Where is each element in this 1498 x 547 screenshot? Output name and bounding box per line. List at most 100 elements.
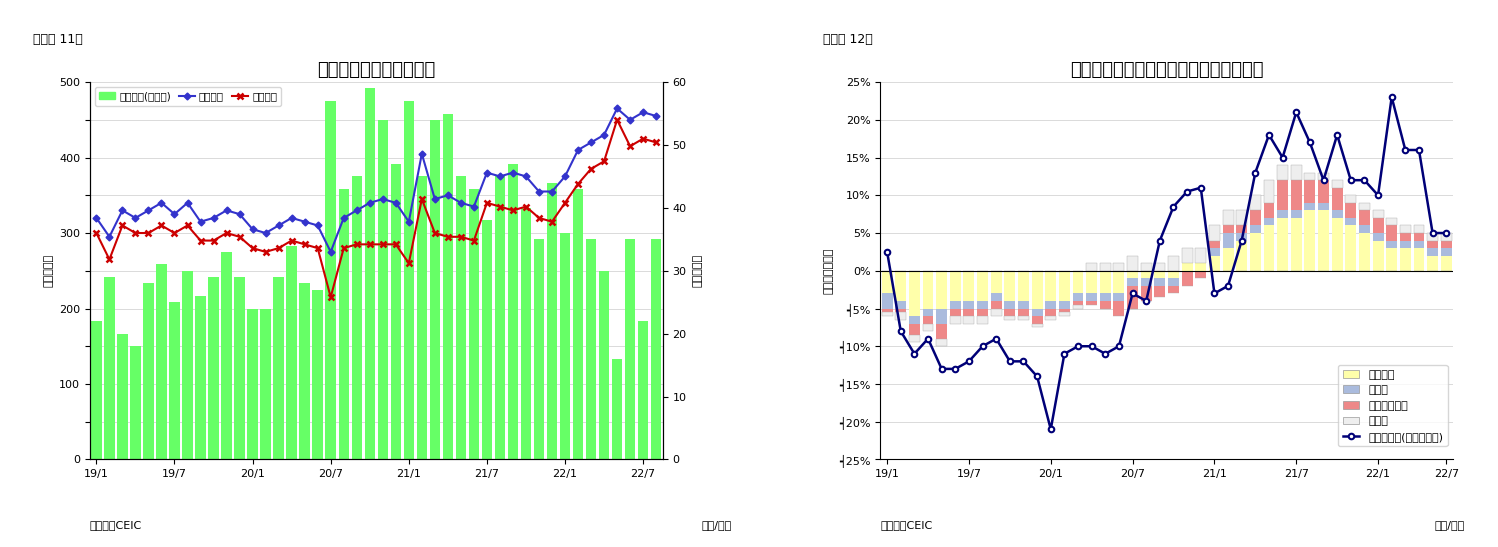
Bar	[1222, 211, 1233, 225]
Bar	[247, 309, 258, 459]
Bar	[377, 120, 388, 459]
Bar	[1195, 248, 1206, 263]
Legend: 電子製品, 医薬品, 石油化学製品, その他, 非石油輸出(再輸出除く): 電子製品, 医薬品, 石油化学製品, その他, 非石油輸出(再輸出除く)	[1338, 365, 1447, 446]
Text: （図表 12）: （図表 12）	[822, 33, 873, 46]
Bar	[882, 271, 893, 293]
Bar	[1168, 255, 1179, 271]
Bar	[882, 293, 893, 309]
Bar	[234, 277, 244, 459]
Bar	[1441, 241, 1452, 248]
Bar	[1032, 309, 1043, 316]
Bar	[963, 309, 974, 316]
Bar	[990, 293, 1002, 301]
Bar	[1414, 225, 1425, 233]
Bar	[1141, 278, 1152, 286]
Bar	[1291, 180, 1302, 211]
Bar	[1332, 211, 1342, 218]
Bar	[909, 316, 920, 324]
Bar	[1399, 241, 1411, 248]
Bar	[896, 309, 906, 312]
Bar	[364, 89, 374, 459]
Bar	[286, 246, 297, 459]
Bar	[1441, 255, 1452, 271]
Bar	[469, 189, 479, 459]
Bar	[1428, 255, 1438, 271]
Bar	[1182, 248, 1192, 263]
Bar	[1209, 241, 1219, 248]
Bar	[1332, 188, 1342, 211]
Bar	[1059, 271, 1070, 301]
Bar	[1032, 316, 1043, 324]
Bar	[391, 164, 401, 459]
Bar	[936, 309, 947, 324]
Bar	[1222, 248, 1233, 271]
Bar	[1004, 309, 1016, 316]
Bar	[1345, 203, 1356, 218]
Bar	[1236, 241, 1248, 271]
Bar	[977, 301, 989, 309]
Bar	[547, 183, 557, 459]
Bar	[1386, 248, 1398, 271]
Bar	[274, 277, 283, 459]
Bar	[1209, 248, 1219, 255]
Bar	[1249, 225, 1261, 233]
Bar	[1263, 180, 1275, 203]
Bar	[1414, 248, 1425, 271]
Text: （年/月）: （年/月）	[1434, 520, 1465, 530]
Bar	[1263, 203, 1275, 218]
Bar	[950, 301, 960, 309]
Bar	[1318, 180, 1329, 203]
Bar	[652, 240, 661, 459]
Bar	[950, 316, 960, 324]
Bar	[936, 339, 947, 346]
Title: シンガポール　貿易収支: シンガポール 貿易収支	[318, 61, 436, 79]
Bar	[909, 335, 920, 342]
Bar	[1073, 305, 1083, 309]
Bar	[560, 233, 571, 459]
Bar	[1372, 218, 1384, 233]
Bar	[1249, 233, 1261, 271]
Bar	[1059, 301, 1070, 309]
Bar	[521, 208, 532, 459]
Bar	[1222, 225, 1233, 233]
Bar	[1359, 225, 1369, 233]
Bar	[1100, 263, 1110, 271]
Bar	[1359, 233, 1369, 271]
Bar	[1428, 241, 1438, 248]
Bar	[990, 271, 1002, 293]
Bar	[1073, 301, 1083, 305]
Bar	[1386, 218, 1398, 225]
Bar	[1004, 301, 1016, 309]
Bar	[1332, 180, 1342, 188]
Bar	[1100, 271, 1110, 293]
Bar	[936, 271, 947, 309]
Bar	[533, 240, 544, 459]
Bar	[1441, 248, 1452, 255]
Bar	[1004, 271, 1016, 301]
Bar	[1263, 218, 1275, 225]
Bar	[1428, 248, 1438, 255]
Bar	[963, 316, 974, 324]
Bar	[1059, 312, 1070, 316]
Bar	[1019, 309, 1029, 316]
Bar	[156, 265, 166, 459]
Bar	[208, 277, 219, 459]
Bar	[923, 316, 933, 324]
Text: （資料）CEIC: （資料）CEIC	[881, 520, 933, 530]
Bar	[1318, 173, 1329, 180]
Bar	[1318, 211, 1329, 271]
Bar	[1222, 233, 1233, 248]
Bar	[1195, 263, 1206, 271]
Bar	[977, 316, 989, 324]
Bar	[936, 324, 947, 339]
Bar	[1073, 271, 1083, 293]
Bar	[909, 324, 920, 335]
Bar	[1019, 316, 1029, 320]
Y-axis label: （前年同期比）: （前年同期比）	[824, 248, 833, 294]
Bar	[222, 252, 232, 459]
Bar	[1004, 316, 1016, 320]
Bar	[1305, 211, 1315, 271]
Bar	[1141, 286, 1152, 301]
Bar	[1168, 278, 1179, 286]
Bar	[1141, 271, 1152, 278]
